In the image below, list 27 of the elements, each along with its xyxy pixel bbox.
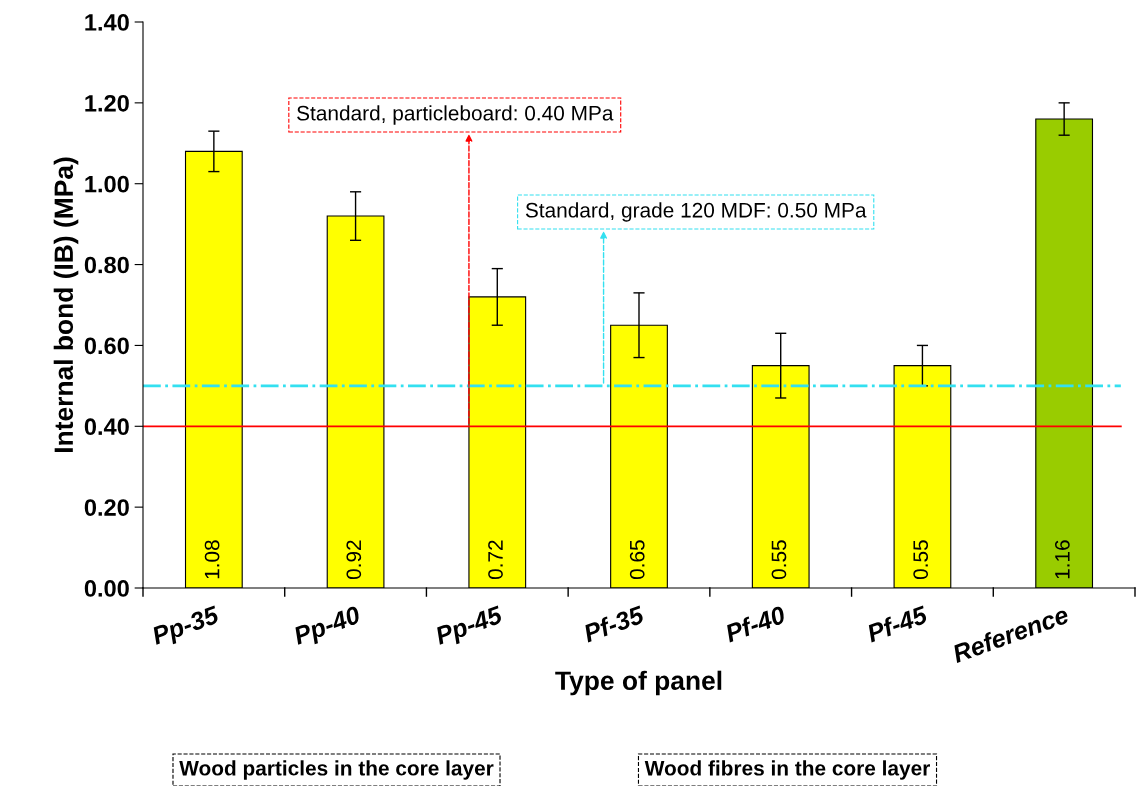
y-tick-label: 0.40	[84, 418, 129, 436]
y-tick-label: 0.20	[84, 499, 129, 516]
y-tick-label: 0.80	[84, 256, 129, 274]
data-label: 0.92	[346, 540, 362, 580]
y-axis-title: Internal bond (IB) (MPa)	[53, 157, 79, 453]
text: Wood fibres in the core layer	[644, 760, 930, 780]
ref-line-label: Standard, grade 120 MDF: 0.50 MPa	[525, 202, 867, 222]
y-tick-label: 1.20	[85, 94, 129, 112]
data-label: 0.55	[771, 540, 787, 580]
data-label: 1.08	[204, 540, 220, 579]
x-tick-label: Pp-40	[292, 605, 364, 650]
x-tick-label: Pf-45	[865, 604, 929, 643]
x-tick-label: Pp-35	[150, 605, 223, 650]
x-tick-label: Pf-40	[723, 604, 787, 643]
y-tick-label: 0.00	[84, 580, 129, 597]
data-label: 0.55	[913, 540, 929, 580]
x-tick-label: Pp-45	[434, 605, 506, 650]
data-label: 1.16	[1054, 540, 1070, 579]
ref-line-label: Standard, particleboard: 0.40 MPa	[297, 105, 614, 125]
x-axis-title: Type of panel	[555, 670, 722, 696]
x-tick-label: Pf-35	[581, 604, 646, 643]
y-tick-label: 1.40	[85, 14, 129, 31]
y-tick-label: 0.60	[84, 337, 129, 355]
y-tick-label: 1.00	[85, 175, 129, 193]
data-label: 0.72	[488, 540, 503, 580]
text: Wood particles in the core layer	[179, 760, 494, 780]
data-label: 0.65	[629, 540, 645, 580]
